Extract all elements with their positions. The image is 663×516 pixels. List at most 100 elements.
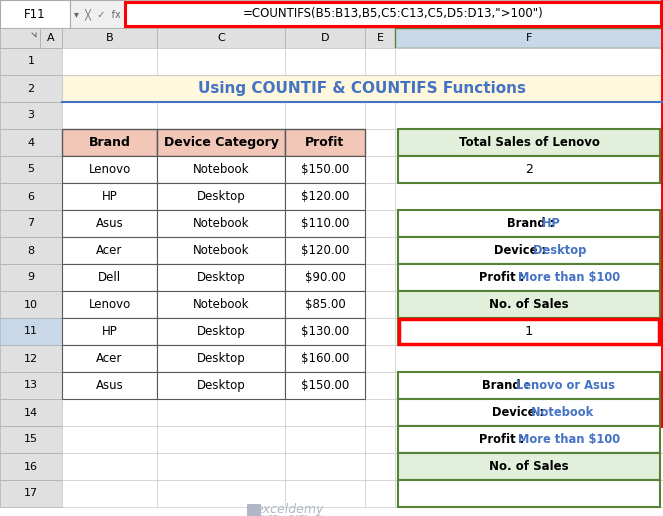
Text: A: A [47,33,55,43]
Bar [0,372,62,399]
Bar [398,237,660,264]
Text: F11: F11 [24,8,46,21]
Bar [285,480,365,507]
Bar [365,345,395,372]
Bar [0,291,62,318]
Bar [395,156,663,183]
Bar [285,264,365,291]
Bar [157,453,285,480]
Bar [398,318,660,345]
Bar [285,453,365,480]
Bar [157,426,285,453]
Bar [62,345,157,372]
Bar [62,237,157,264]
Bar [365,291,395,318]
Bar [62,318,157,345]
Bar [365,453,395,480]
Bar [62,156,157,183]
Bar [0,237,62,264]
Bar [0,102,62,129]
Bar [285,28,365,48]
Bar [395,75,663,102]
Text: Brand :: Brand : [507,217,559,230]
Text: 10: 10 [24,299,38,310]
Bar [157,237,285,264]
Bar [395,102,663,129]
Bar [285,156,365,183]
Bar [157,291,285,318]
Bar [62,399,157,426]
Bar [70,0,125,28]
Text: Desktop: Desktop [197,325,245,338]
Bar [62,291,157,318]
Text: 15: 15 [24,434,38,444]
Text: Notebook: Notebook [531,406,593,419]
Text: Asus: Asus [95,379,123,392]
Text: 11: 11 [24,327,38,336]
Bar [365,318,395,345]
Bar [365,372,395,399]
Text: HP: HP [101,190,117,203]
Bar [285,264,365,291]
Bar [157,345,285,372]
Bar [285,75,365,102]
Bar [285,210,365,237]
Bar [661,0,663,428]
Bar [285,102,365,129]
Bar [395,453,663,480]
Bar [62,129,157,156]
Bar [0,183,62,210]
Bar [0,156,62,183]
Bar [157,129,285,156]
Text: F: F [526,33,532,43]
Bar [157,183,285,210]
Bar [157,210,285,237]
Bar [399,319,659,344]
Bar [365,210,395,237]
Text: $150.00: $150.00 [301,163,349,176]
Text: $150.00: $150.00 [301,379,349,392]
Text: $130.00: $130.00 [301,325,349,338]
Bar [285,372,365,399]
Bar [395,237,663,264]
Bar [398,156,660,183]
Text: Desktop: Desktop [197,190,245,203]
Bar [0,75,62,102]
Bar [285,291,365,318]
Text: 1: 1 [27,56,34,67]
Bar [157,75,285,102]
Text: Total Sales of Lenovo: Total Sales of Lenovo [459,136,599,149]
Text: Brand :: Brand : [481,379,533,392]
Bar [365,75,395,102]
Text: 12: 12 [24,353,38,363]
Text: 1: 1 [524,325,533,338]
Bar [398,480,660,507]
Bar [285,183,365,210]
Bar [365,426,395,453]
Bar [157,156,285,183]
Bar [62,291,157,318]
Bar [398,372,660,399]
Text: Notebook: Notebook [193,217,249,230]
Text: Lenovo: Lenovo [88,298,131,311]
Bar [395,399,663,426]
Text: D: D [321,33,330,43]
Text: Dell: Dell [98,271,121,284]
Text: ▾  ╳  ✓  fx: ▾ ╳ ✓ fx [74,8,121,20]
Text: 16: 16 [24,461,38,472]
Bar [157,28,285,48]
Bar [395,426,663,453]
Text: Profit: Profit [306,136,345,149]
Bar [285,318,365,345]
Bar [285,372,365,399]
Bar [395,480,663,507]
Bar [285,318,365,345]
Text: =COUNTIFS(B5:B13,B5,C5:C13,C5,D5:D13,">100"): =COUNTIFS(B5:B13,B5,C5:C13,C5,D5:D13,">1… [243,8,544,21]
Bar [0,28,663,48]
Bar [157,264,285,291]
Bar [285,183,365,210]
Bar [62,264,157,291]
Bar [157,264,285,291]
Bar [125,2,661,26]
Bar [0,345,62,372]
